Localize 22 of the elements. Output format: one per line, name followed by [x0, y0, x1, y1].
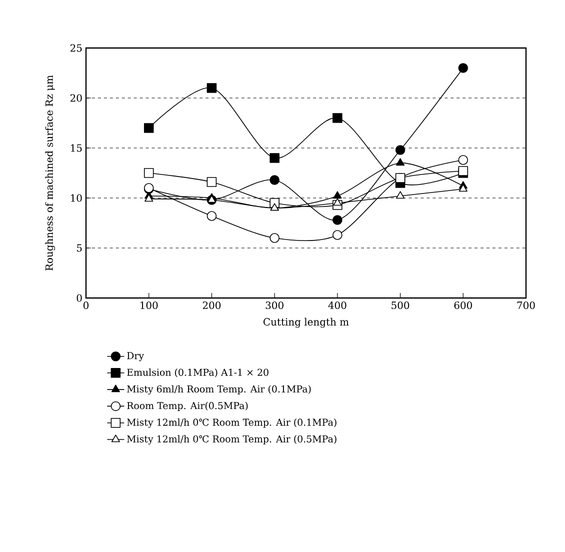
y-axis-title: Roughness of machined surface Rz μm [45, 75, 55, 270]
x-tick-label: 600 [454, 302, 472, 310]
y-tick-label: 15 [71, 144, 82, 152]
legend-label: Emulsion (0.1MPa) A1-1 × 20 [127, 368, 268, 378]
x-tick-label: 400 [328, 302, 346, 310]
legend-label: Room Temp. Air(0.5MPa) [127, 402, 248, 412]
legend-label: Dry [127, 352, 144, 362]
x-tick-label: 200 [202, 302, 221, 310]
x-tick-label: 100 [140, 302, 158, 310]
x-tick-label: 300 [266, 302, 284, 310]
y-tick-label: 20 [70, 94, 82, 102]
y-tick-label: 0 [76, 294, 82, 302]
y-tick-label: 25 [70, 44, 82, 52]
x-tick-label: 0 [83, 302, 89, 310]
y-tick-label: 5 [76, 244, 82, 252]
legend-label: Misty 12ml/h 0℃ Room Temp. Air (0.5MPa) [127, 435, 336, 444]
y-tick-label: 10 [71, 194, 82, 202]
x-tick-label: 500 [392, 302, 410, 310]
legend-label: Misty 6ml/h Room Temp. Air (0.1MPa) [127, 385, 311, 394]
legend-label: Misty 12ml/h 0℃ Room Temp. Air (0.1MPa) [127, 418, 336, 428]
x-tick-label: 700 [517, 302, 535, 310]
x-axis-title: Cutting length m [264, 318, 349, 328]
